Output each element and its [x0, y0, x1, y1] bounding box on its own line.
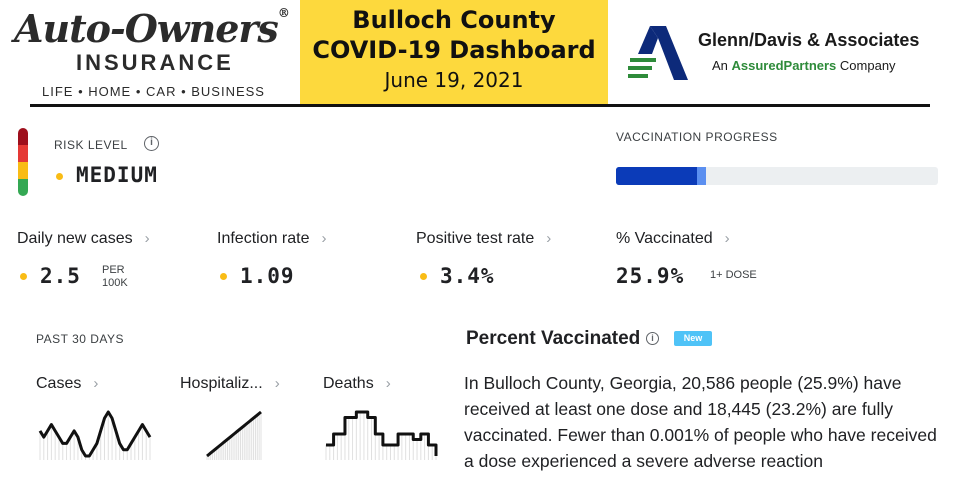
auto-owners-insurance-text: INSURANCE	[76, 50, 234, 75]
glenn-davis-name: Glenn/Davis & Associates	[698, 30, 920, 50]
percent-vaccinated-title: Percent Vaccinated	[466, 328, 641, 349]
vaccination-progress-bar	[616, 167, 938, 185]
percent-vaccinated-value: 25.9%	[616, 264, 685, 288]
chevron-right-icon: ›	[546, 230, 552, 247]
chevron-right-icon: ›	[93, 375, 99, 392]
info-circle-icon[interactable]: i	[646, 332, 659, 345]
sparkline-hospitalizations	[206, 410, 262, 460]
past-30-days-label: PAST 30 DAYS	[36, 332, 125, 346]
info-circle-icon[interactable]: i	[144, 136, 159, 151]
metric-infection-rate[interactable]: Infection rate ›	[217, 230, 327, 247]
assured-partners-a-icon	[628, 26, 688, 80]
header-divider	[30, 104, 930, 107]
vaccination-progress-label: VACCINATION PROGRESS	[616, 130, 778, 144]
new-badge: New	[674, 331, 712, 346]
page-title-dashboard: COVID-19 Dashboard	[312, 36, 596, 64]
chevron-right-icon: ›	[321, 230, 327, 247]
sparkline-line	[206, 410, 262, 458]
metric-percent-vaccinated[interactable]: % Vaccinated ›	[616, 230, 730, 247]
risk-scale-segment-low	[18, 179, 28, 196]
infection-rate-value: 1.09	[240, 264, 295, 288]
percent-vaccinated-unit: 1+ DOSE	[710, 269, 757, 281]
chevron-right-icon: ›	[724, 230, 730, 247]
sparkline-line	[38, 410, 152, 458]
glenn-davis-subtitle: An AssuredPartners Company	[712, 58, 896, 73]
sparkline-line	[326, 410, 438, 456]
sparkline-title-deaths[interactable]: Deaths ›	[323, 375, 391, 392]
sparkline-deaths	[325, 410, 438, 460]
auto-owners-wordmark: Auto-Owners®	[14, 6, 290, 51]
risk-level-scale	[18, 128, 28, 196]
infection-rate-dot	[220, 273, 227, 280]
risk-level-label: RISK LEVEL	[54, 138, 128, 152]
chevron-right-icon: ›	[385, 375, 391, 392]
sparkline-cases	[38, 410, 152, 460]
positive-test-rate-value: 3.4%	[440, 264, 495, 288]
daily-new-cases-unit: PER 100K	[102, 264, 128, 289]
glenn-davis-logo: Glenn/Davis & Associates An AssuredPartn…	[624, 22, 944, 86]
auto-owners-tagline: LIFE • HOME • CAR • BUSINESS	[42, 84, 265, 99]
risk-scale-segment-high	[18, 145, 28, 162]
metric-positive-test-rate[interactable]: Positive test rate ›	[416, 230, 552, 247]
metric-daily-new-cases[interactable]: Daily new cases ›	[17, 230, 150, 247]
risk-level-value: MEDIUM	[76, 163, 158, 187]
daily-new-cases-dot	[20, 273, 27, 280]
page-date: June 19, 2021	[384, 68, 524, 92]
daily-new-cases-value: 2.5	[40, 264, 81, 288]
auto-owners-logo: Auto-Owners® INSURANCE LIFE • HOME • CAR…	[14, 6, 290, 99]
risk-scale-segment-medium	[18, 162, 28, 179]
percent-vaccinated-description: In Bulloch County, Georgia, 20,586 peopl…	[464, 373, 937, 471]
chevron-right-icon: ›	[144, 230, 150, 247]
chevron-right-icon: ›	[274, 375, 280, 392]
positive-test-rate-dot	[420, 273, 427, 280]
risk-status-dot	[56, 173, 63, 180]
dashboard-title-box: Bulloch County COVID-19 Dashboard June 1…	[300, 0, 608, 104]
header: Auto-Owners® INSURANCE LIFE • HOME • CAR…	[0, 0, 960, 104]
page-title-county: Bulloch County	[352, 6, 556, 34]
vaccination-progress-fully	[616, 167, 697, 185]
sparkline-title-cases[interactable]: Cases ›	[36, 375, 99, 392]
risk-scale-segment-critical	[18, 128, 28, 145]
sparkline-title-hospitalizations[interactable]: Hospitaliz... ›	[180, 375, 280, 392]
